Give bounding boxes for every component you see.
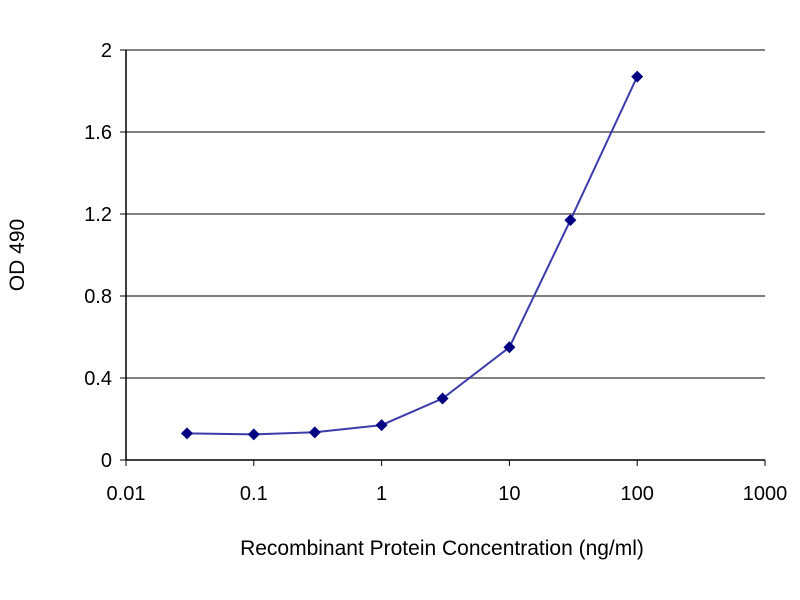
y-tick-label: 1.6 xyxy=(84,122,112,144)
plot-area xyxy=(126,50,765,460)
x-tick-label: 0.1 xyxy=(240,483,268,505)
data-point xyxy=(308,426,321,439)
data-point xyxy=(564,214,577,227)
x-tick-label: 0.01 xyxy=(107,483,146,505)
y-tick-label: 0.8 xyxy=(84,286,112,308)
x-tick-label: 1000 xyxy=(743,483,788,505)
data-point xyxy=(503,341,516,354)
y-tick-label: 2 xyxy=(101,40,112,62)
data-point xyxy=(375,419,388,432)
y-tick-label: 0 xyxy=(101,450,112,472)
x-tick-label: 100 xyxy=(621,483,654,505)
grid-lines xyxy=(126,49,765,460)
x-tick-label: 10 xyxy=(498,483,520,505)
data-point xyxy=(247,428,260,441)
x-axis-title: Recombinant Protein Concentration (ng/ml… xyxy=(240,537,644,560)
data-point xyxy=(180,427,193,440)
series-line xyxy=(186,76,639,436)
series-layer xyxy=(180,70,644,441)
y-tick-label: 0.4 xyxy=(84,368,112,390)
y-axis-title: OD 490 xyxy=(6,219,29,291)
tick-labels: 0 0.4 0.8 1.2 1.6 2 0.01 0.1 1 10 100 1000 xyxy=(84,40,787,505)
data-point xyxy=(436,392,449,405)
x-tick-label: 1 xyxy=(376,483,387,505)
y-tick-label: 1.2 xyxy=(84,204,112,226)
data-point xyxy=(631,70,644,83)
axes xyxy=(120,49,766,466)
